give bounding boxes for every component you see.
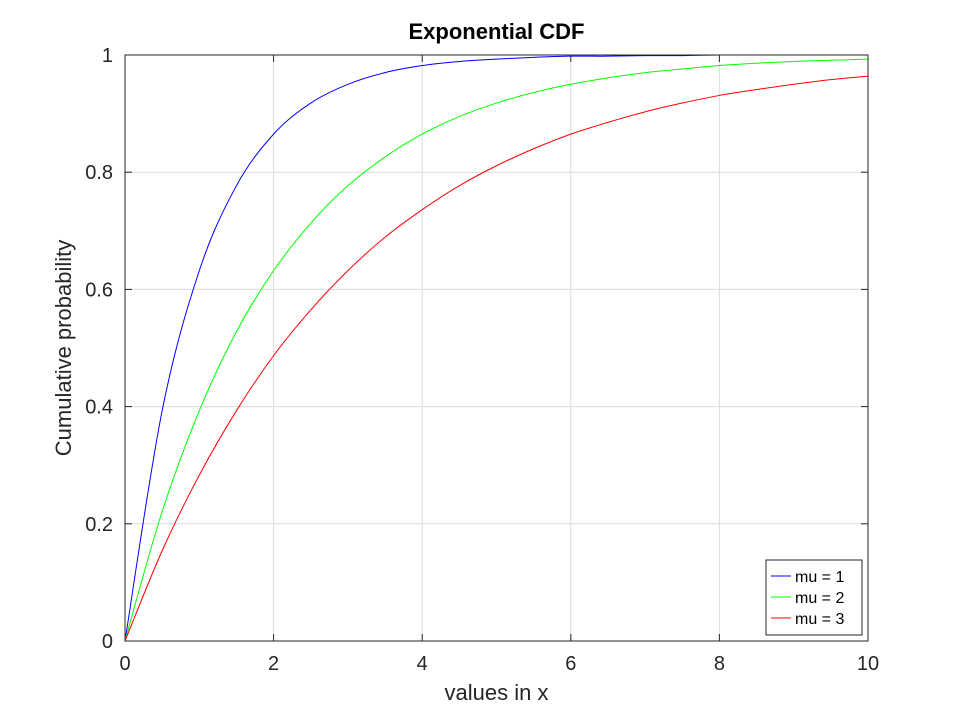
series-line-mu-2 [124,58,869,642]
legend: mu = 1 mu = 2 mu = 3 [765,559,863,636]
y-tick-label: 0 [102,631,113,653]
x-tick-label: 8 [714,653,725,675]
y-tick-label: 0.6 [85,279,113,301]
x-tick-label: 2 [268,653,279,675]
legend-entry-label: mu = 3 [795,611,844,628]
y-tick-label: 0.4 [85,397,113,419]
grid [124,54,869,642]
series-line-mu-3 [124,75,869,642]
x-tick-label: 0 [119,653,130,675]
x-axis-label: values in x [445,680,549,705]
y-axis-label: Cumulative probability [51,240,76,456]
y-tick-label: 1 [102,45,113,67]
axes-frame [124,54,869,642]
legend-entry-label: mu = 1 [795,569,844,586]
x-tick-label: 10 [857,653,879,675]
y-tick-label: 0.2 [85,514,113,536]
legend-entry-label: mu = 2 [795,590,844,607]
y-tick-label: 0.8 [85,162,113,184]
x-tick-label: 6 [565,653,576,675]
x-tick-label: 4 [417,653,428,675]
chart-title: Exponential CDF [408,19,584,44]
ticks: 0 2 4 6 8 10 0 0.2 0.4 0.6 0.8 1 [85,45,879,675]
